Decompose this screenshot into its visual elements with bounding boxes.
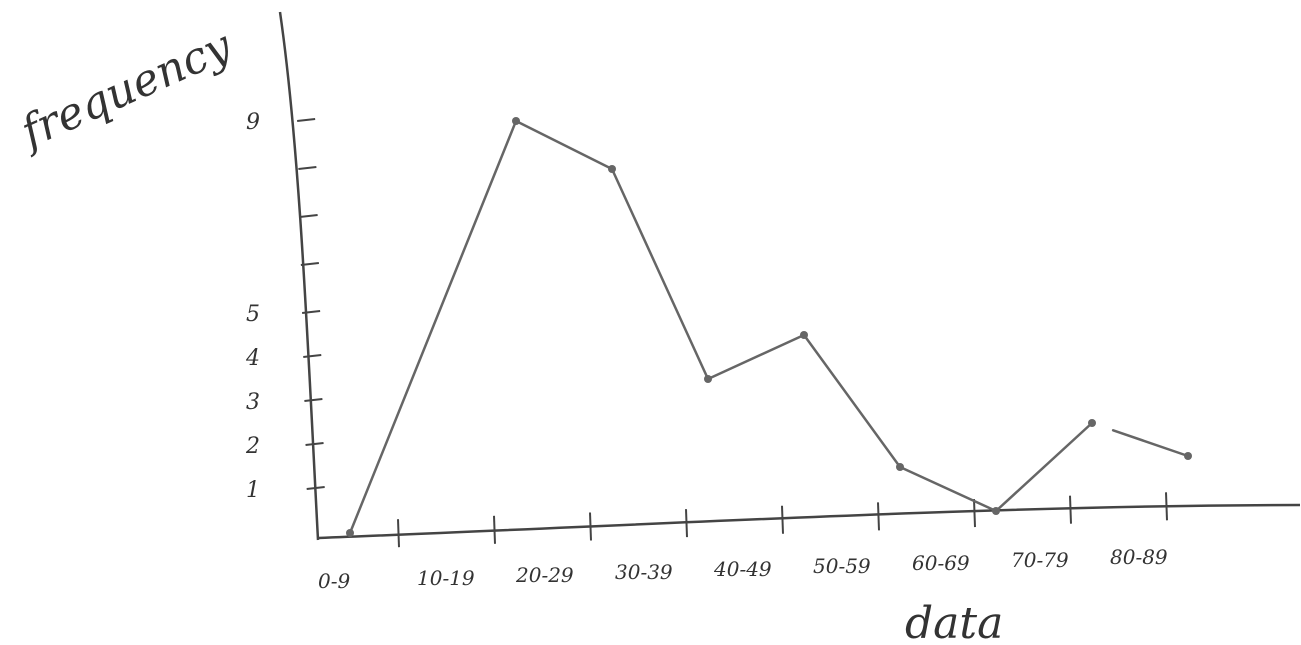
line-segment-3 — [706, 333, 806, 381]
line-segment-7 — [1111, 429, 1190, 458]
y-tick-labels: 1 2 3 4 5 9 — [245, 110, 260, 503]
y-tick-1 — [306, 486, 325, 490]
y-tick-7 — [299, 214, 318, 218]
y-tick-label-1: 1 — [246, 478, 260, 503]
y-tick-5 — [302, 310, 321, 314]
y-tick-8 — [298, 166, 317, 170]
series-points — [346, 117, 1192, 537]
x-tick-labels: 0-9 10-19 20-29 30-39 40-49 50-59 60-69 70-79 80… — [318, 545, 1168, 593]
x-tick-1 — [493, 515, 496, 544]
line-segment-1 — [514, 119, 614, 171]
x-tick-label-7: 70-79 — [1011, 548, 1069, 572]
x-tick-7 — [1069, 495, 1072, 524]
y-tick-label-4: 4 — [245, 346, 260, 371]
line-segment-4 — [802, 333, 902, 469]
data-point-1 — [512, 117, 520, 125]
y-tick-label-2: 2 — [245, 434, 260, 459]
data-point-3 — [704, 375, 712, 383]
x-tick-label-8: 80-89 — [1110, 545, 1168, 569]
x-tick-4 — [781, 505, 784, 534]
x-tick-8 — [1165, 492, 1168, 521]
x-axis-title: data — [905, 598, 1003, 645]
y-ticks — [297, 118, 325, 490]
x-tick-6 — [973, 499, 976, 528]
x-tick-label-0: 0-9 — [318, 569, 350, 593]
y-tick-2 — [305, 442, 324, 446]
x-tick-3 — [685, 509, 688, 538]
y-tick-label-3: 3 — [246, 390, 260, 415]
line-segment-2 — [610, 167, 710, 381]
line-segment-5 — [898, 465, 998, 513]
x-tick-2 — [589, 512, 592, 541]
x-tick-5 — [877, 502, 880, 531]
x-tick-label-1: 10-19 — [417, 566, 475, 590]
data-point-0 — [346, 529, 354, 537]
x-tick-label-2: 20-29 — [515, 563, 574, 587]
data-point-8 — [1184, 452, 1192, 460]
y-tick-label-9: 9 — [246, 110, 260, 135]
y-axis-title: frequency — [11, 20, 240, 159]
x-tick-label-6: 60-69 — [912, 551, 970, 575]
y-tick-label-5: 5 — [246, 302, 260, 327]
x-axis — [317, 503, 1301, 540]
y-tick-9 — [297, 118, 316, 122]
x-tick-label-4: 40-49 — [713, 557, 772, 581]
series-lines — [348, 119, 1190, 535]
y-axis — [278, 11, 320, 541]
y-tick-4 — [303, 354, 322, 358]
y-tick-6 — [300, 262, 319, 266]
line-segment-0 — [348, 119, 518, 535]
x-tick-label-5: 50-59 — [813, 554, 871, 578]
line-segment-6 — [994, 421, 1094, 513]
data-point-2 — [608, 165, 616, 173]
data-point-4 — [800, 331, 808, 339]
x-tick-0 — [397, 519, 400, 548]
data-point-6 — [992, 507, 1000, 515]
x-ticks — [397, 492, 1168, 548]
data-point-7 — [1088, 419, 1096, 427]
data-point-5 — [896, 463, 904, 471]
y-tick-3 — [304, 398, 323, 402]
x-tick-label-3: 30-39 — [615, 560, 673, 584]
